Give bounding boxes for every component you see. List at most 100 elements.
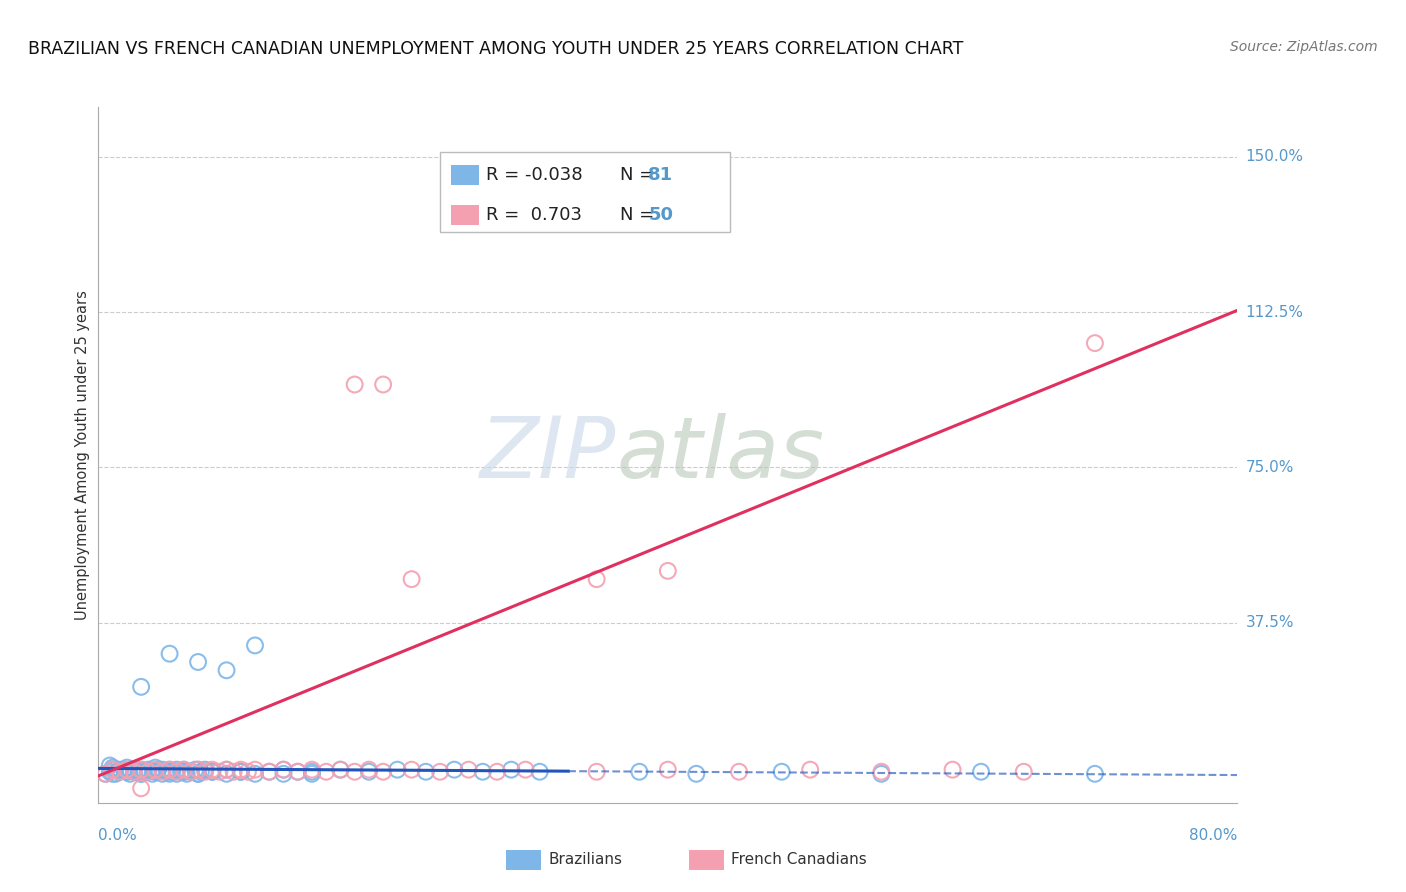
- Point: [194, 764, 217, 779]
- Point: [184, 763, 207, 777]
- Text: BRAZILIAN VS FRENCH CANADIAN UNEMPLOYMENT AMONG YOUTH UNDER 25 YEARS CORRELATION: BRAZILIAN VS FRENCH CANADIAN UNEMPLOYMEN…: [28, 40, 963, 58]
- Point: [273, 763, 295, 777]
- Point: [115, 764, 138, 779]
- Point: [728, 764, 751, 779]
- Point: [98, 758, 121, 772]
- Point: [208, 764, 231, 779]
- Point: [1012, 764, 1035, 779]
- Point: [471, 764, 494, 779]
- Point: [145, 761, 167, 775]
- Point: [215, 663, 238, 677]
- Point: [287, 764, 309, 779]
- Point: [122, 764, 145, 779]
- Point: [187, 655, 209, 669]
- Point: [201, 764, 224, 779]
- Point: [115, 763, 138, 777]
- Point: [127, 764, 149, 779]
- Point: [770, 764, 793, 779]
- Point: [129, 781, 152, 796]
- Point: [329, 763, 352, 777]
- Point: [799, 763, 821, 777]
- Point: [129, 763, 152, 777]
- Point: [429, 764, 451, 779]
- Text: ZIP: ZIP: [481, 413, 617, 497]
- Point: [229, 763, 252, 777]
- Point: [194, 763, 217, 777]
- Text: 150.0%: 150.0%: [1246, 149, 1303, 164]
- Point: [585, 572, 607, 586]
- Point: [259, 764, 281, 779]
- Point: [145, 764, 167, 779]
- Text: 75.0%: 75.0%: [1246, 460, 1294, 475]
- Point: [215, 767, 238, 781]
- Y-axis label: Unemployment Among Youth under 25 years: Unemployment Among Youth under 25 years: [75, 290, 90, 620]
- Point: [159, 647, 181, 661]
- Point: [201, 764, 224, 779]
- Point: [942, 763, 965, 777]
- Point: [373, 377, 395, 392]
- Point: [1084, 336, 1107, 351]
- Point: [122, 764, 145, 779]
- Point: [166, 767, 188, 781]
- Point: [108, 764, 131, 779]
- Point: [628, 764, 651, 779]
- Point: [166, 764, 188, 779]
- Text: Brazilians: Brazilians: [548, 853, 623, 867]
- Point: [159, 763, 181, 777]
- Point: [870, 764, 893, 779]
- Text: R =  0.703: R = 0.703: [486, 206, 582, 224]
- Point: [156, 764, 179, 779]
- Point: [173, 764, 195, 779]
- Point: [970, 764, 993, 779]
- Point: [108, 764, 131, 779]
- Point: [129, 767, 152, 781]
- Point: [115, 764, 138, 779]
- Point: [315, 764, 337, 779]
- Point: [190, 764, 212, 779]
- Point: [273, 767, 295, 781]
- Point: [515, 763, 537, 777]
- Point: [159, 764, 181, 779]
- Point: [529, 764, 551, 779]
- Point: [187, 767, 209, 781]
- Point: [357, 764, 380, 779]
- Point: [159, 767, 181, 781]
- Point: [152, 763, 174, 777]
- Point: [129, 763, 152, 777]
- Point: [148, 763, 170, 777]
- Point: [343, 377, 366, 392]
- Point: [215, 763, 238, 777]
- Point: [129, 680, 152, 694]
- Point: [152, 764, 174, 779]
- Point: [141, 767, 163, 781]
- Point: [357, 763, 380, 777]
- Point: [115, 761, 138, 775]
- Point: [136, 764, 159, 779]
- Point: [229, 764, 252, 779]
- Point: [170, 764, 193, 779]
- Point: [301, 764, 323, 779]
- Point: [152, 767, 174, 781]
- Point: [259, 764, 281, 779]
- Point: [685, 767, 707, 781]
- Point: [401, 572, 423, 586]
- Point: [129, 767, 152, 781]
- Point: [243, 763, 266, 777]
- Point: [585, 764, 607, 779]
- Text: French Canadians: French Canadians: [731, 853, 868, 867]
- Text: 0.0%: 0.0%: [98, 828, 138, 843]
- Point: [215, 763, 238, 777]
- Point: [201, 763, 224, 777]
- Point: [243, 767, 266, 781]
- Point: [243, 639, 266, 653]
- Point: [159, 763, 181, 777]
- Point: [162, 764, 184, 779]
- Point: [112, 763, 135, 777]
- Point: [180, 764, 202, 779]
- Point: [657, 763, 679, 777]
- Point: [287, 764, 309, 779]
- Text: R = -0.038: R = -0.038: [486, 166, 583, 184]
- Point: [118, 767, 141, 781]
- Point: [101, 767, 124, 781]
- Point: [132, 764, 155, 779]
